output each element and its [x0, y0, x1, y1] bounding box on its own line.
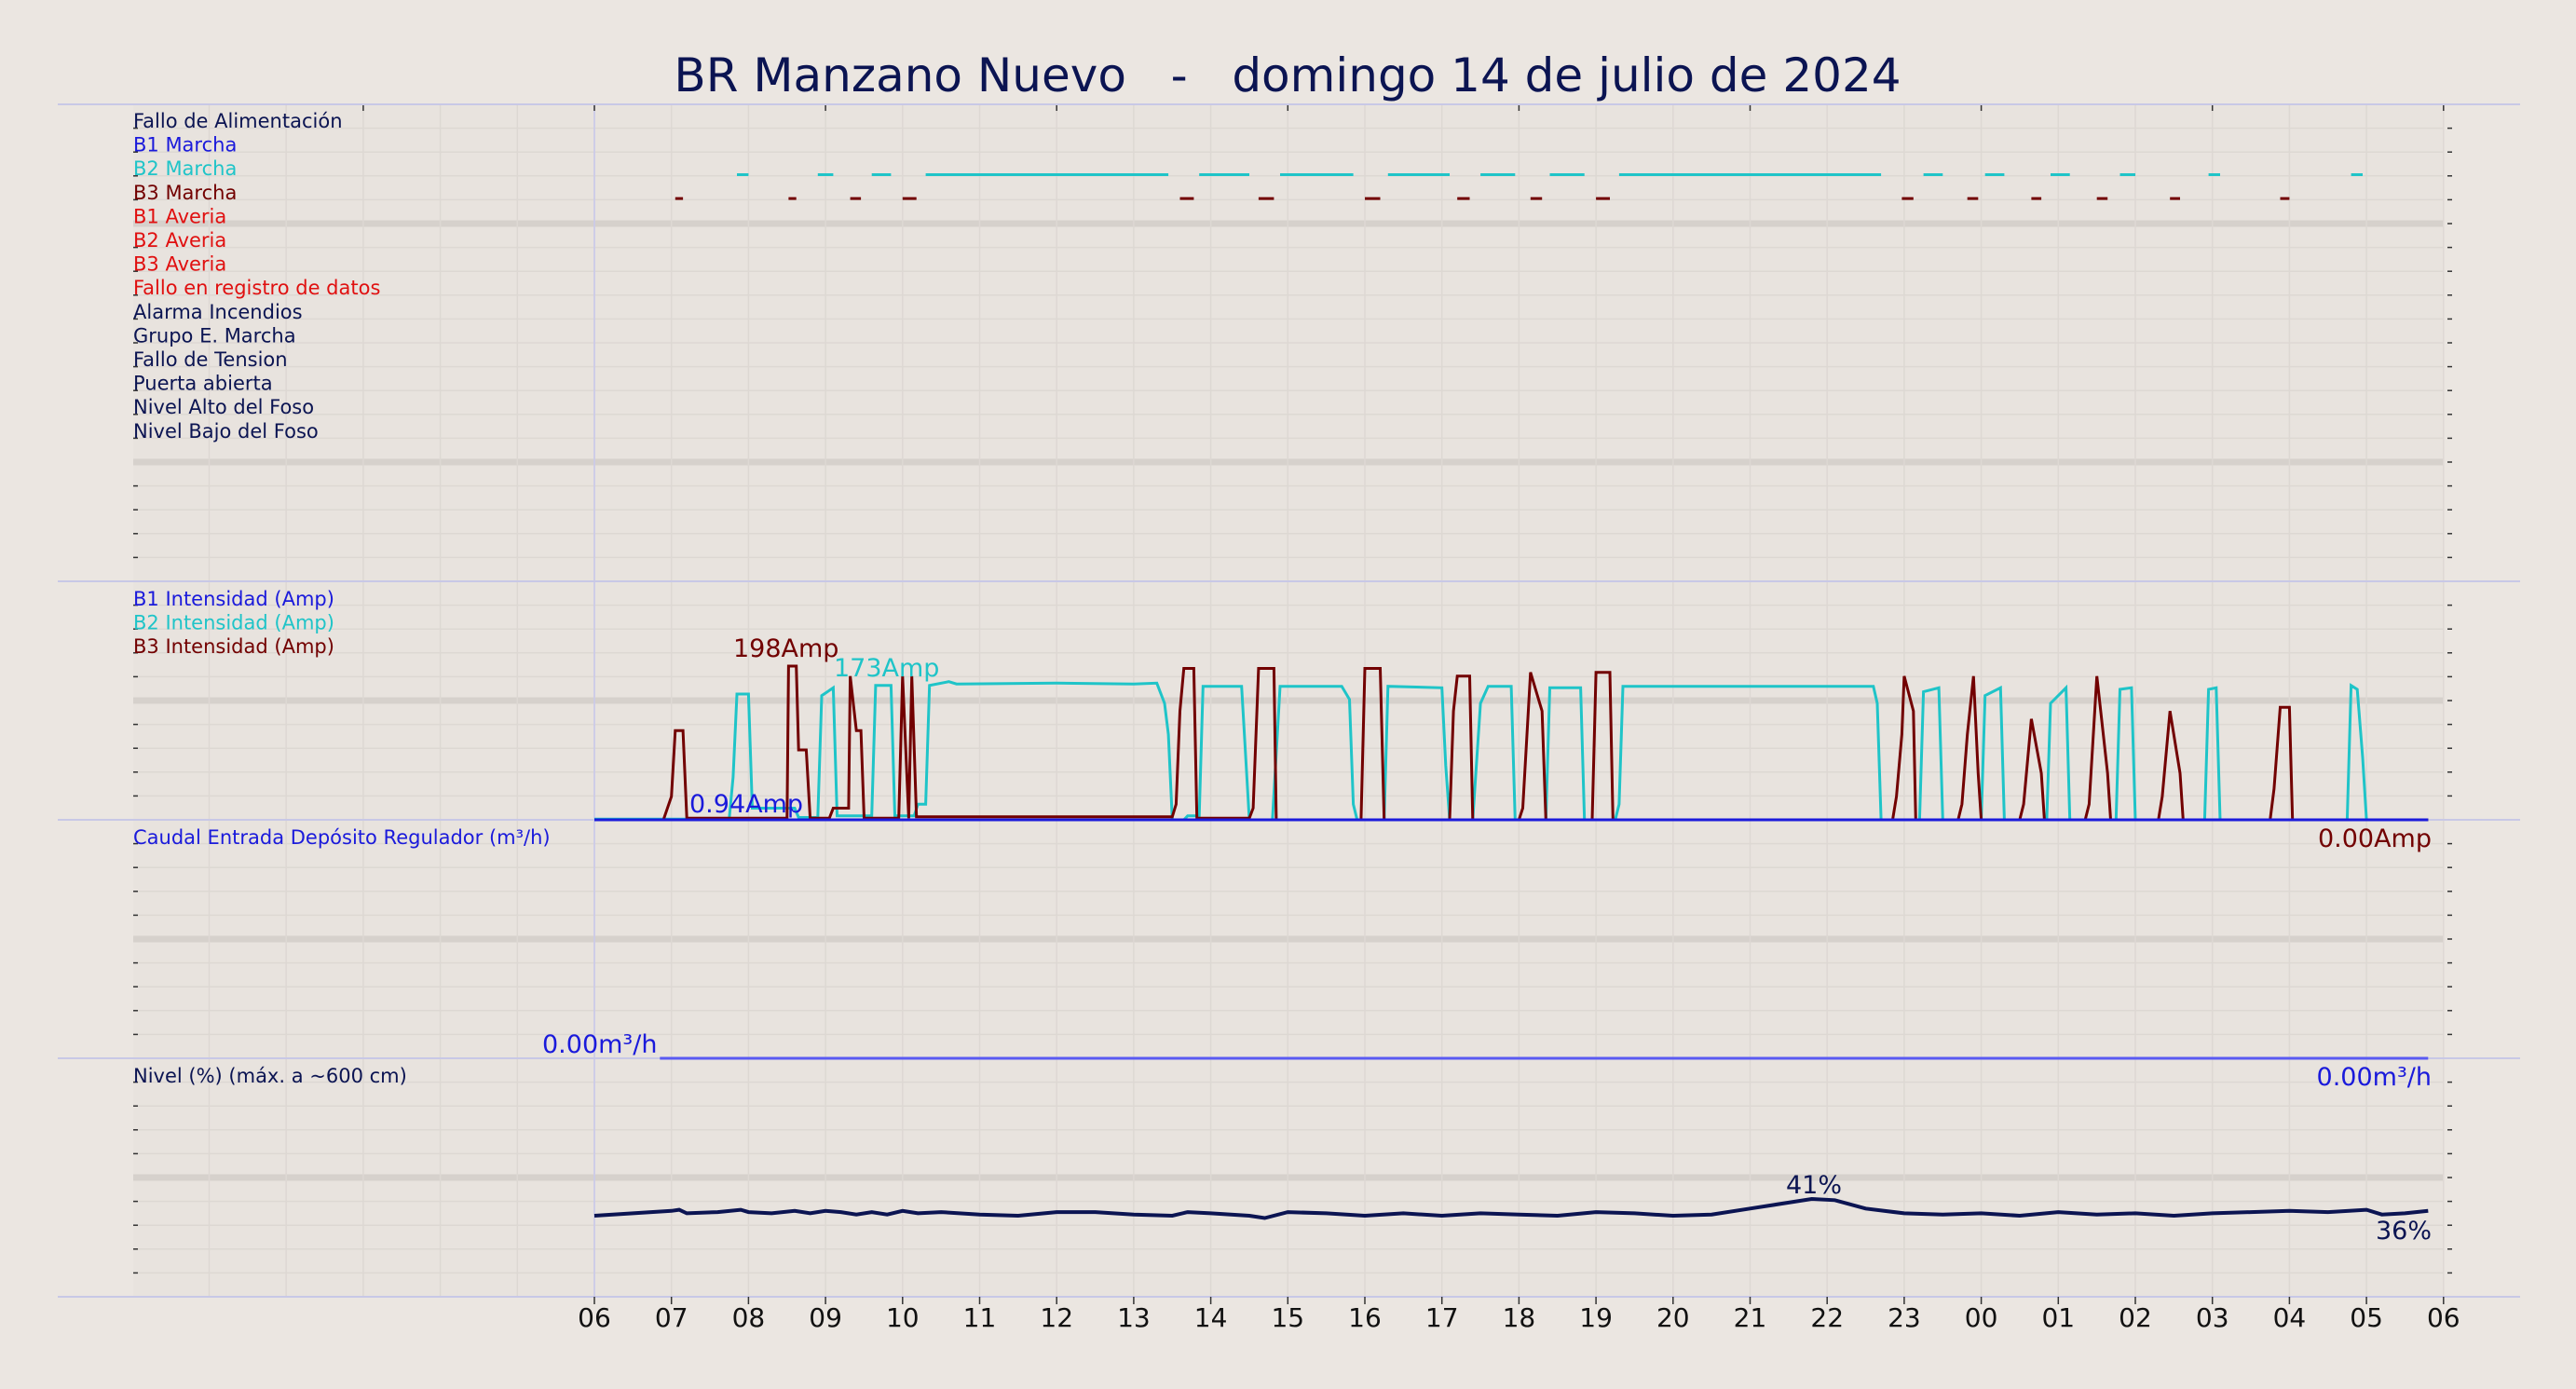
intensity-annotation: 198Amp [733, 634, 838, 663]
chart-title: BR Manzano Nuevo - domingo 14 de julio d… [674, 48, 1901, 102]
status-row-label: Fallo de Alimentación [133, 110, 343, 132]
intensity-series-line [594, 680, 2429, 822]
status-row-label: B1 Averia [133, 205, 226, 227]
intensity-annotation: 173Amp [834, 654, 939, 683]
level-annotation: 36% [2376, 1217, 2432, 1246]
x-tick-label: 11 [963, 1302, 997, 1333]
status-row-label: Grupo E. Marcha [133, 324, 296, 347]
x-tick-label: 00 [1965, 1302, 1998, 1333]
x-tick-label: 04 [2273, 1302, 2307, 1333]
x-tick-label: 07 [655, 1302, 688, 1333]
x-tick-label: 08 [732, 1302, 766, 1333]
x-tick-label: 01 [2041, 1302, 2075, 1333]
status-row-label: Nivel Alto del Foso [133, 396, 314, 418]
x-tick-label: 03 [2196, 1302, 2229, 1333]
status-row-label: B1 Marcha [133, 134, 237, 157]
x-tick-label: 18 [1503, 1302, 1536, 1333]
status-row-label: Fallo en registro de datos [133, 277, 380, 299]
x-tick-label: 20 [1656, 1302, 1690, 1333]
intensity-annotation: 0.94Amp [689, 790, 803, 819]
x-tick-label: 05 [2350, 1302, 2383, 1333]
x-tick-label: 06 [578, 1302, 611, 1333]
x-tick-label: 14 [1194, 1302, 1228, 1333]
status-row-label: Alarma Incendios [133, 301, 303, 323]
level-series-line [593, 1196, 2429, 1220]
level-legend-label: Nivel (%) (máx. a ~600 cm) [133, 1065, 407, 1087]
x-tick-label: 02 [2119, 1302, 2152, 1333]
flow-annotation: 0.00m³/h [2317, 1063, 2432, 1092]
x-tick-label: 19 [1579, 1302, 1613, 1333]
status-row-label: B3 Marcha [133, 182, 237, 204]
x-tick-label: 06 [2427, 1302, 2460, 1333]
status-row-label: B2 Marcha [133, 157, 237, 180]
intensity-legend-label: B2 Intensidad (Amp) [133, 612, 334, 634]
x-tick-label: 13 [1117, 1302, 1151, 1333]
intensity-legend-label: B3 Intensidad (Amp) [133, 635, 334, 658]
x-tick-label: 09 [809, 1302, 842, 1333]
x-tick-label: 16 [1348, 1302, 1382, 1333]
x-tick-label: 15 [1271, 1302, 1304, 1333]
x-tick-label: 12 [1040, 1302, 1073, 1333]
flow-legend-label: Caudal Entrada Depósito Regulador (m³/h) [133, 826, 551, 849]
labels: 06 07 08 09 10 11 12 13 14 15 16 17 18 19 20 21 22 23 00 01… [133, 110, 2460, 1333]
grid [133, 103, 2452, 1298]
status-row-label: Nivel Bajo del Foso [133, 420, 319, 443]
x-tick-label: 10 [886, 1302, 920, 1333]
panel-separators [58, 103, 2520, 1298]
x-tick-label: 17 [1425, 1302, 1459, 1333]
status-row-label: Puerta abierta [133, 373, 273, 395]
status-row-label: B2 Averia [133, 229, 226, 252]
status-row-label: Fallo de Tension [133, 348, 288, 371]
x-tick-label: 21 [1734, 1302, 1767, 1333]
series [593, 173, 2429, 1220]
intensity-legend-label: B1 Intensidad (Amp) [133, 588, 334, 610]
status-row-label: B3 Averia [133, 253, 226, 276]
intensity-annotation: 0.00Amp [2318, 824, 2432, 853]
x-tick-label: 23 [1888, 1302, 1921, 1333]
x-tick-label: 22 [1810, 1302, 1844, 1333]
flow-annotation: 0.00m³/h [542, 1030, 657, 1059]
level-annotation: 41% [1786, 1171, 1842, 1200]
